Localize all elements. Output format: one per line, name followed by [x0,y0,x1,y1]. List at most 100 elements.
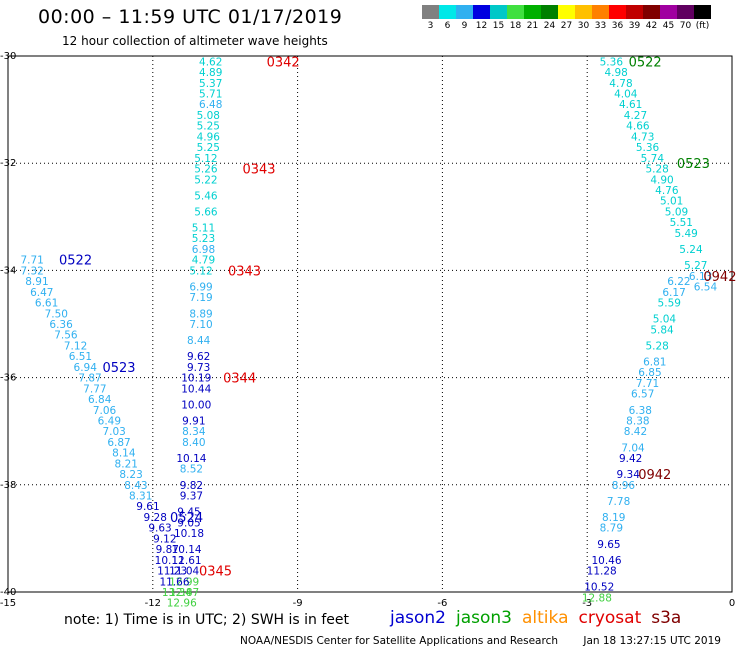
legend-label: 12 [475,21,488,31]
legend-label: 3 [427,21,434,31]
legend-swatch [439,5,456,19]
wave-height-value: 11.66 [159,576,189,588]
legend-label: 9 [461,21,468,31]
wave-height-value: 10.00 [181,399,211,411]
page-title: 00:00 – 11:59 UTC 01/17/2019 [38,6,343,28]
wave-height-value: 12.88 [582,592,612,604]
legend-swatch [694,5,711,19]
wave-height-value: 4.73 [631,131,654,143]
wave-height-value: 9.34 [617,469,641,481]
satellite-cryosat: cryosat [578,608,642,628]
legend-label: 21 [526,21,539,31]
wave-height-value: 9.61 [136,501,159,513]
footer-agency: NOAA/NESDIS Center for Satellite Applica… [240,635,558,647]
wave-height-value: 6.87 [107,437,130,449]
wave-height-value: 4.89 [199,67,222,79]
page-subtitle: 12 hour collection of altimeter wave hei… [62,34,328,48]
wave-height-value: 10.19 [181,373,211,385]
wave-height-value: 6.84 [88,394,112,406]
satellite-legend: jason2 jason3 altika cryosat s3a [390,608,691,628]
wave-height-value: 6.17 [662,287,685,299]
legend-label: 36 [611,21,624,31]
wave-height-value: 5.84 [650,324,674,336]
wave-height-value: 5.28 [645,340,668,352]
pass-time-label: 0522 [59,254,92,269]
wave-height-value: 8.23 [119,469,142,481]
wave-height-value: 9.37 [180,491,203,503]
wave-height-value: 8.31 [129,491,152,503]
wave-height-value: 12.87 [169,587,199,599]
pass-time-label: 0522 [629,55,662,70]
legend-swatch [558,5,575,19]
wave-height-value: 6.22 [667,276,690,288]
wave-height-value: 4.27 [624,110,647,122]
legend-label: 30 [577,21,590,31]
wave-height-value: 6.47 [30,287,53,299]
legend-swatch [626,5,643,19]
wave-height-value: 5.66 [194,206,218,218]
wave-height-value: 8.38 [626,415,649,427]
footer-timestamp: Jan 18 13:27:15 UTC 2019 [583,635,721,647]
wave-height-value: 9.62 [187,351,210,363]
legend-swatch [507,5,524,19]
legend-swatch [473,5,490,19]
wave-height-value: 12.96 [167,598,197,610]
legend-swatch [524,5,541,19]
legend-label: 70 [679,21,692,31]
wave-height-value: 7.87 [78,373,101,385]
legend-label: 6 [444,21,451,31]
wave-height-value: 4.98 [604,67,627,79]
wave-height-value: 6.81 [643,357,666,369]
wave-height-value: 9.65 [597,539,620,551]
wave-height-value: 5.36 [600,56,624,68]
wave-height-value: 8.43 [124,480,147,492]
wave-height-value: 8.89 [189,308,212,320]
wave-height-value: 7.10 [189,319,212,331]
wave-height-value: 8.14 [112,448,136,460]
wave-height-value: 7.32 [20,265,43,277]
legend-label: 42 [645,21,658,31]
wave-height-value: 6.48 [199,99,222,111]
wave-height-value: 5.04 [653,314,677,326]
wave-height-value: 7.06 [93,405,117,417]
x-tick-label: -15 [0,598,16,609]
wave-height-value: 7.12 [64,340,87,352]
pass-time-label: 0942 [638,468,671,483]
wave-height-value: 6.99 [189,281,212,293]
satellite-jason3: jason3 [456,608,512,628]
pass-time-label: 0942 [703,270,736,285]
wave-height-value: 7.56 [54,330,78,342]
legend-swatch [592,5,609,19]
wave-height-value: 9.73 [187,362,210,374]
legend-label: (ft) [695,21,710,31]
x-tick-label: -9 [293,598,303,609]
wave-height-value: 8.44 [187,335,211,347]
x-tick-label: -12 [145,598,161,609]
wave-height-value: 6.13 [689,271,712,283]
wave-height-value: 10.14 [172,544,202,556]
wave-height-value: 8.79 [600,523,623,535]
wave-height-value: 7.78 [607,496,630,508]
wave-height-value: 6.61 [35,298,58,310]
legend-label: 45 [662,21,675,31]
wave-height-value: 5.51 [670,217,693,229]
wave-height-value: 4.76 [655,185,679,197]
legend-swatch [677,5,694,19]
wave-height-value: 5.12 [189,265,212,277]
wave-height-value: 7.71 [636,378,659,390]
wave-height-value: 5.01 [660,196,683,208]
pass-time-label: 0523 [102,361,135,376]
wave-height-value: 8.91 [25,276,48,288]
wave-height-value: 5.27 [684,260,707,272]
wave-height-value: 5.46 [194,190,218,202]
note-text: note: 1) Time is in UTC; 2) SWH is in fe… [64,612,350,628]
wave-height-value: 8.21 [115,458,138,470]
wave-height-value: 9.05 [177,517,200,529]
wave-height-value: 6.94 [74,362,98,374]
wave-height-value: 5.25 [197,142,220,154]
wave-height-value: 7.19 [189,292,212,304]
wave-height-value: 11.61 [172,555,202,567]
wave-height-value: 7.71 [20,255,43,267]
wave-height-value: 4.96 [197,131,221,143]
